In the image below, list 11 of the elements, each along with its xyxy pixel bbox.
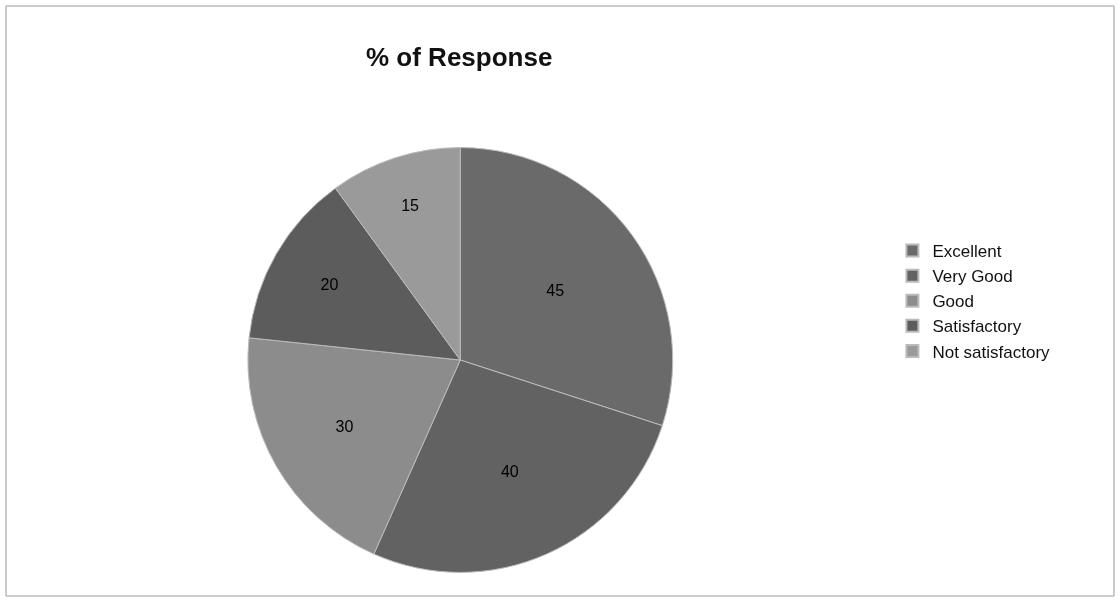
legend-label: Not satisfactory: [932, 342, 1051, 362]
data-label: 20: [320, 276, 339, 294]
data-label: 45: [546, 282, 565, 300]
legend-label: Excellent: [932, 242, 1002, 262]
legend-label: Satisfactory: [932, 317, 1022, 337]
chart-title: % of Response: [366, 42, 553, 73]
legend-label: Very Good: [932, 267, 1013, 287]
legend-label: Good: [932, 292, 974, 312]
data-label: 30: [335, 418, 354, 436]
data-label: 15: [401, 197, 420, 215]
data-label: 40: [500, 462, 519, 480]
